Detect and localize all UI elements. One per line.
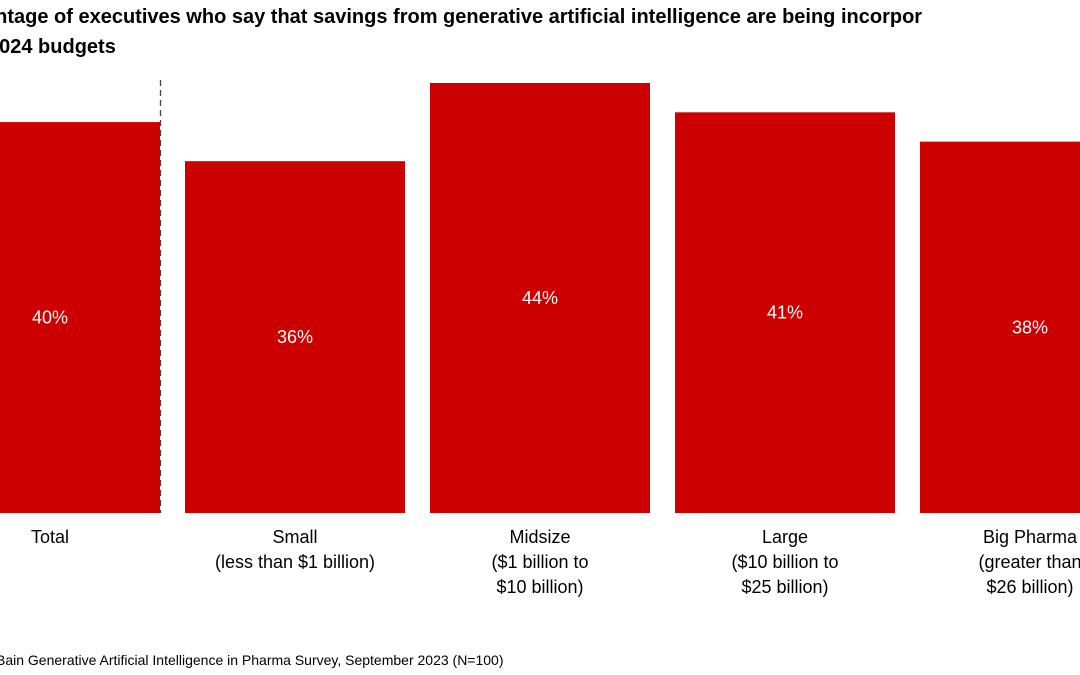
category-label-3-line-0: Large [762, 527, 808, 547]
category-label-2-line-0: Midsize [509, 527, 570, 547]
category-label-1-line-0: Small [272, 527, 317, 547]
chart-title-line-2: 2024 budgets [0, 36, 116, 58]
bar-value-label-2: 44% [522, 288, 558, 308]
category-label-1-line-1: (less than $1 billion) [215, 552, 375, 572]
category-label-3-line-2: $25 billion) [741, 577, 828, 597]
bar-2 [430, 83, 650, 513]
bars-layer: 40% 36% 44% 41% 38% [0, 80, 1080, 514]
category-labels-layer: Total Small (less than $1 billion) Midsize (… [31, 527, 1080, 597]
bar-value-label-3: 41% [767, 303, 803, 323]
bar-chart: 40% 36% 44% 41% 38% Total Small (less than $1 … [0, 80, 1080, 597]
category-label-4: Big Pharma (greater than $26 billion) [978, 527, 1080, 597]
source-note: Bain Generative Artificial Intelligence … [0, 652, 504, 668]
chart-title-line-1: entage of executives who say that saving… [0, 6, 923, 28]
bar-value-label-0: 40% [32, 308, 68, 328]
category-label-4-line-2: $26 billion) [986, 577, 1073, 597]
chart-title: entage of executives who say that saving… [0, 2, 1080, 62]
category-label-1: Small (less than $1 billion) [215, 527, 375, 572]
bar-value-label-4: 38% [1012, 317, 1048, 337]
bar-4 [920, 141, 1080, 514]
category-label-0-line-0: Total [31, 527, 69, 547]
category-label-3: Large ($10 billion to $25 billion) [731, 527, 838, 597]
category-label-4-line-1: (greater than [978, 552, 1080, 572]
category-label-2: Midsize ($1 billion to $10 billion) [491, 527, 588, 597]
category-label-0: Total [31, 527, 69, 547]
category-label-3-line-1: ($10 billion to [731, 552, 838, 572]
category-label-2-line-2: $10 billion) [496, 577, 583, 597]
bar-1 [185, 161, 405, 513]
category-label-4-line-0: Big Pharma [983, 527, 1078, 547]
bar-0 [0, 122, 160, 513]
bar-value-label-1: 36% [277, 327, 313, 347]
category-label-2-line-1: ($1 billion to [491, 552, 588, 572]
bar-3 [675, 112, 895, 514]
